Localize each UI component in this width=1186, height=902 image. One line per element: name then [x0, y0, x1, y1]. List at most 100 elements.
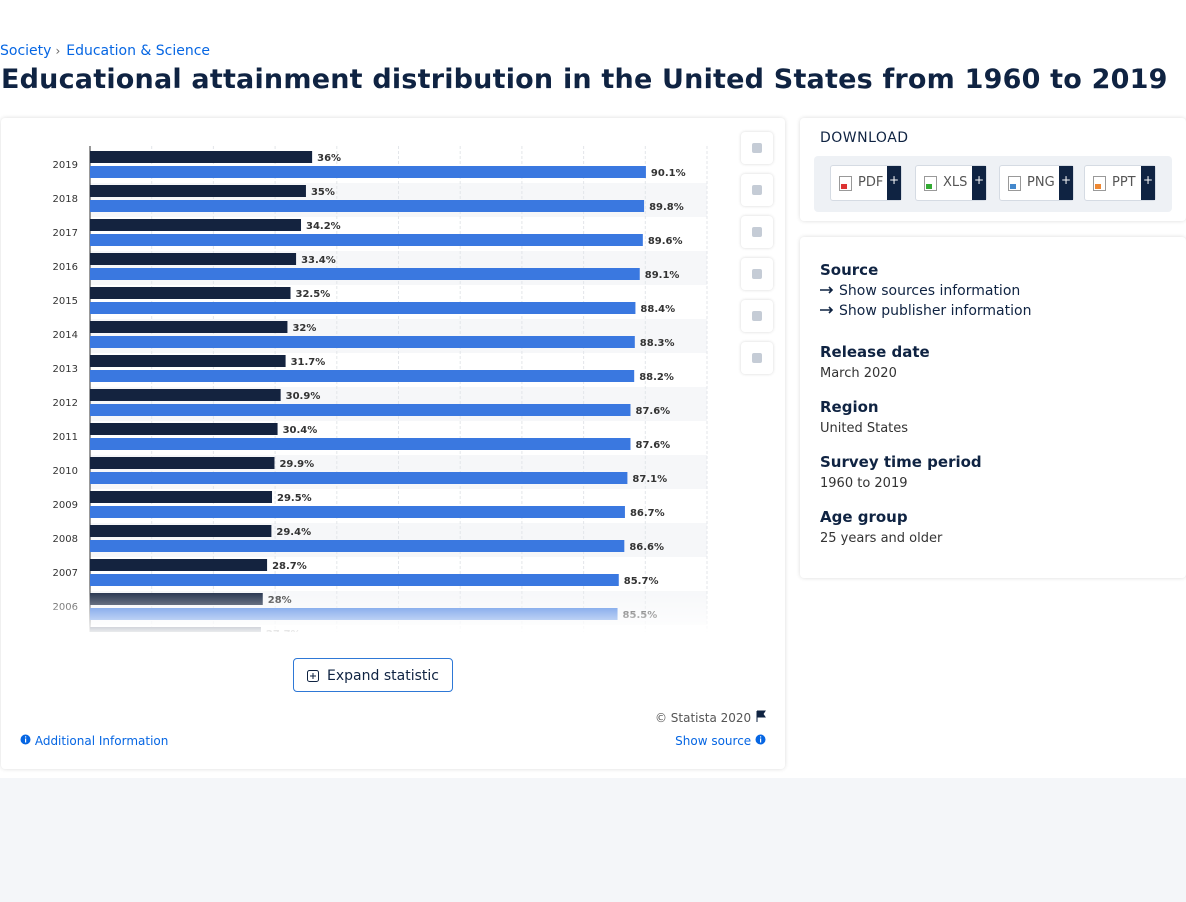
bar — [90, 540, 625, 552]
bar — [90, 404, 631, 416]
plot-area: 2019 36% 90.1% 2018 35% 89.8% 2017 34.2% 89.6% 20… — [53, 146, 708, 632]
settings-button[interactable] — [741, 216, 773, 248]
data-label: 30.9% — [286, 391, 321, 402]
detail-link[interactable]: Show publisher information — [820, 303, 1031, 319]
detail-label: Source — [820, 261, 879, 279]
data-label: 32.5% — [296, 289, 331, 300]
data-label: 31.7% — [291, 357, 326, 368]
page-background — [0, 778, 1186, 902]
download-format: PDF — [858, 175, 884, 190]
y-tick-label: 2018 — [53, 194, 78, 205]
y-tick-label: 2008 — [53, 534, 78, 545]
breadcrumb-separator: › — [55, 44, 61, 58]
detail-link-text: Show publisher information — [839, 303, 1032, 319]
data-label: 89.8% — [649, 202, 684, 213]
bar — [90, 321, 288, 333]
download-format: XLS — [943, 175, 968, 190]
data-label: 32% — [292, 323, 316, 334]
detail-value: 25 years and older — [820, 531, 943, 546]
download-button[interactable]: PDF + — [830, 165, 902, 201]
data-label: 28.7% — [272, 561, 307, 572]
data-label: 35% — [311, 187, 335, 198]
data-label: 36% — [317, 153, 341, 164]
y-tick-label: 2013 — [53, 364, 78, 375]
print-button[interactable] — [741, 342, 773, 374]
bar — [90, 574, 619, 586]
bar — [90, 370, 635, 382]
bar — [90, 525, 272, 537]
data-label: 87.6% — [635, 406, 670, 417]
share-button[interactable] — [741, 258, 773, 290]
bar — [90, 491, 273, 503]
bar — [90, 336, 635, 348]
data-label: 34.2% — [306, 221, 341, 232]
bar — [90, 355, 286, 367]
download-bar: PDF + XLS + PNG + PPT + — [814, 156, 1172, 212]
page-title: Educational attainment distribution in t… — [1, 64, 1168, 95]
detail-release: Release date March 2020 — [820, 343, 930, 381]
bar — [90, 438, 631, 450]
detail-source: Source Show sources information Show pub… — [820, 261, 1031, 319]
download-button[interactable]: XLS + — [915, 165, 987, 201]
bar — [90, 559, 268, 571]
data-label: 29.4% — [276, 527, 311, 538]
show-source-link[interactable]: Show source — [675, 734, 766, 748]
y-tick-label: 2009 — [53, 500, 78, 511]
download-button[interactable]: PNG + — [999, 165, 1074, 201]
breadcrumb-link[interactable]: Society — [0, 43, 52, 59]
breadcrumb-link[interactable]: Education & Science — [66, 43, 211, 59]
breadcrumb: Society › Education & Science — [0, 43, 210, 59]
additional-info-link[interactable]: Additional Information — [20, 734, 168, 748]
detail-label: Release date — [820, 343, 930, 361]
detail-period: Survey time period 1960 to 2019 — [820, 453, 982, 491]
expand-button[interactable]: Expand statistic — [293, 658, 453, 692]
bar — [90, 506, 625, 518]
y-tick-label: 2010 — [53, 466, 78, 477]
data-label: 30.4% — [283, 425, 318, 436]
data-label: 29.9% — [279, 459, 314, 470]
data-label: 33.4% — [301, 255, 336, 266]
fade-overlay — [1, 588, 731, 634]
bar — [90, 151, 313, 163]
data-label: 88.4% — [640, 304, 675, 315]
copyright: © Statista 2020 — [655, 710, 767, 725]
flag-icon — [756, 710, 766, 722]
detail-link[interactable]: Show sources information — [820, 283, 1031, 299]
notify-button[interactable] — [741, 174, 773, 206]
y-tick-label: 2015 — [53, 296, 78, 307]
chart-card: 2019 36% 90.1% 2018 35% 89.8% 2017 34.2% 89.6% 20… — [1, 118, 785, 769]
chart: 2019 36% 90.1% 2018 35% 89.8% 2017 34.2% 89.6% 20… — [1, 146, 731, 634]
info-icon — [20, 734, 31, 745]
detail-value: 1960 to 2019 — [820, 476, 908, 491]
bar — [90, 268, 640, 280]
data-label: 86.7% — [630, 508, 665, 519]
bar — [90, 302, 636, 314]
expand-label: Expand statistic — [327, 668, 439, 684]
arrow-icon — [820, 286, 834, 294]
y-tick-label: 2016 — [53, 262, 78, 273]
download-card: DOWNLOAD PDF + XLS + PNG + PPT + — [800, 118, 1186, 221]
y-tick-label: 2017 — [53, 228, 78, 239]
bar — [90, 200, 645, 212]
download-format: PPT — [1112, 175, 1136, 190]
bar — [90, 457, 275, 469]
expand-icon — [307, 670, 320, 682]
bar — [90, 219, 302, 231]
bar — [90, 472, 628, 484]
detail-label: Survey time period — [820, 453, 982, 471]
y-tick-label: 2019 — [53, 160, 78, 171]
bar — [90, 185, 306, 197]
favorite-button[interactable] — [741, 132, 773, 164]
cite-button[interactable] — [741, 300, 773, 332]
bar — [90, 166, 646, 178]
show-source-text: Show source — [675, 734, 752, 748]
data-label: 86.6% — [629, 542, 664, 553]
data-label: 87.6% — [635, 440, 670, 451]
detail-value: United States — [820, 421, 909, 436]
data-label: 87.1% — [632, 474, 667, 485]
detail-label: Region — [820, 398, 879, 416]
bar — [90, 253, 297, 265]
download-button[interactable]: PPT + — [1084, 165, 1156, 201]
data-label: 89.1% — [645, 270, 680, 281]
detail-value: March 2020 — [820, 366, 897, 381]
